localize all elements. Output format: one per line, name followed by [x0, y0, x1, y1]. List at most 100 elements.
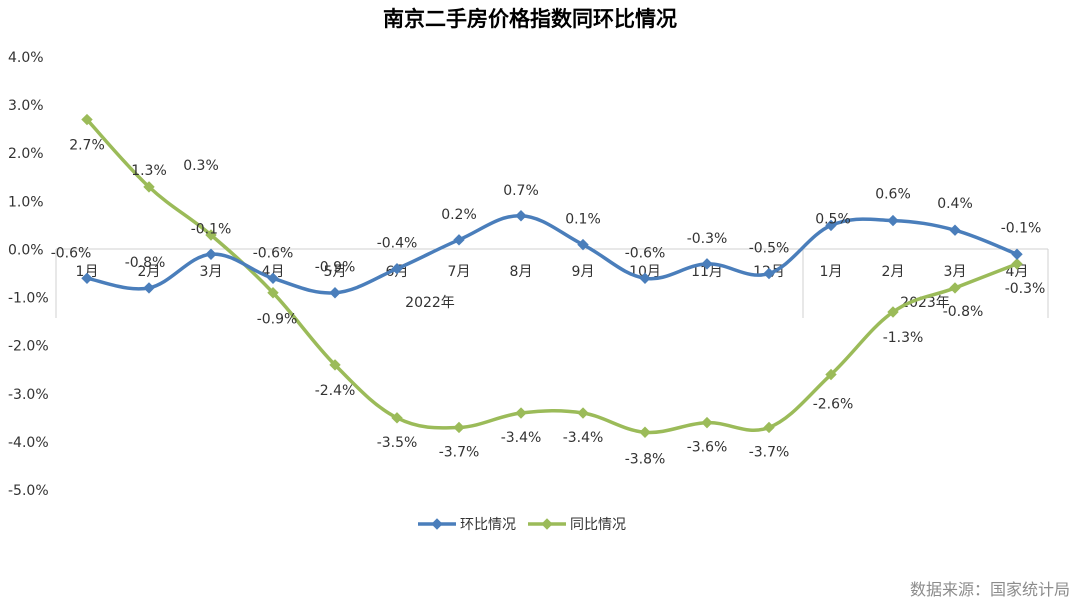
data-label: -0.3%: [687, 231, 728, 247]
legend-label: 环比情况: [460, 517, 516, 533]
data-point: [949, 224, 961, 236]
data-label: -0.1%: [191, 221, 232, 237]
legend-marker: [541, 518, 553, 530]
data-point: [515, 407, 527, 419]
data-point: [267, 272, 279, 285]
data-point: [639, 426, 651, 438]
data-label: 0.2%: [441, 207, 477, 223]
data-point: [1011, 258, 1023, 270]
data-label: -0.8%: [943, 304, 984, 320]
x-tick-label: 2月: [138, 264, 161, 280]
data-point: [391, 262, 403, 275]
source-note: 数据来源：国家统计局: [910, 580, 1070, 599]
x-tick-label: 1月: [76, 264, 99, 280]
data-label: -3.7%: [439, 444, 480, 460]
data-label: -0.4%: [377, 236, 418, 252]
data-point: [143, 282, 155, 294]
legend-label: 同比情况: [570, 517, 626, 533]
y-tick-label: -1.0%: [8, 291, 49, 307]
data-label: 0.1%: [565, 212, 601, 228]
y-tick-label: 2.0%: [8, 146, 44, 162]
data-label: -0.6%: [51, 245, 92, 261]
data-point: [453, 421, 465, 434]
data-point: [391, 412, 403, 424]
x-tick-label: 3月: [944, 264, 967, 280]
data-point: [267, 287, 279, 299]
legend-marker: [431, 518, 443, 530]
data-label: 2.7%: [69, 138, 105, 154]
x-tick-label: 8月: [510, 264, 533, 280]
data-point: [701, 416, 713, 429]
data-point: [577, 407, 589, 419]
y-tick-label: 0.0%: [8, 242, 44, 258]
y-tick-label: -2.0%: [8, 339, 49, 355]
data-point: [825, 219, 837, 232]
data-label: -1.3%: [883, 330, 924, 346]
data-labels: -0.6% -0.8% -0.1% -0.6% -0.9% -0.4% 0.2% 0.7% 0.…: [51, 138, 1046, 468]
x-tick-label: 5月: [324, 264, 347, 280]
data-label: 0.5%: [815, 211, 851, 227]
x-tick-label: 7月: [448, 264, 471, 280]
series-tongbi: [81, 113, 1023, 438]
data-label: 0.6%: [875, 187, 911, 203]
data-label: -3.4%: [501, 430, 542, 446]
data-point: [205, 248, 217, 260]
x-tick-label: 3月: [200, 264, 223, 280]
data-point: [81, 113, 93, 126]
data-label: 0.3%: [183, 158, 219, 174]
series-line: [85, 118, 1018, 435]
x-tick-label: 1月: [820, 264, 843, 280]
data-point: [825, 368, 837, 381]
data-label: -0.6%: [625, 245, 666, 261]
series-line: [86, 214, 1018, 295]
chart-title: 南京二手房价格指数同环比情况: [383, 7, 677, 31]
data-label: -3.6%: [687, 440, 728, 456]
data-point: [81, 272, 93, 285]
legend: 环比情况 同比情况: [418, 517, 626, 533]
x-tick-label: 9月: [572, 264, 595, 280]
data-label: -3.4%: [563, 430, 604, 446]
data-label: -0.9%: [257, 312, 298, 328]
data-label: -3.5%: [377, 435, 418, 451]
data-point: [577, 238, 589, 251]
data-label: -3.7%: [749, 444, 790, 460]
y-tick-label: 3.0%: [8, 98, 44, 114]
data-point: [329, 287, 341, 299]
x-tick-label: 11月: [691, 264, 723, 280]
data-label: 0.7%: [503, 183, 539, 199]
x-tick-label: 4月: [1006, 264, 1029, 280]
y-tick-label: -5.0%: [8, 483, 49, 499]
data-point: [887, 214, 899, 227]
data-point: [329, 359, 341, 371]
data-point: [205, 229, 217, 241]
data-point: [453, 234, 465, 246]
y-axis: 4.0% 3.0% 2.0% 1.0% 0.0% -1.0% -2.0% -3.0% -4.0%…: [8, 50, 49, 499]
data-label: -3.8%: [625, 451, 666, 467]
series-layer: [81, 113, 1023, 438]
x-tick-label: 2月: [882, 264, 905, 280]
data-point: [1011, 248, 1023, 260]
series-huanbi: [81, 210, 1023, 299]
data-point: [887, 306, 899, 318]
y-tick-label: -4.0%: [8, 435, 49, 451]
year-group-label: 2022年: [405, 295, 455, 311]
data-label: -2.4%: [315, 383, 356, 399]
y-tick-label: -3.0%: [8, 387, 49, 403]
data-label: 0.4%: [937, 196, 973, 212]
data-label: -0.3%: [1005, 281, 1046, 297]
data-point: [143, 181, 155, 193]
data-label: -2.6%: [813, 397, 854, 413]
data-point: [515, 210, 527, 222]
data-label: -0.5%: [749, 241, 790, 257]
data-point: [763, 421, 775, 434]
data-label: -0.6%: [253, 245, 294, 261]
data-point: [639, 272, 651, 285]
y-tick-label: 4.0%: [8, 50, 44, 66]
data-label: -0.1%: [1001, 220, 1042, 236]
data-point: [763, 267, 775, 280]
data-point: [701, 258, 713, 270]
year-group-label: 2023年: [900, 295, 950, 311]
data-point: [949, 282, 961, 294]
data-label: -0.8%: [125, 255, 166, 271]
